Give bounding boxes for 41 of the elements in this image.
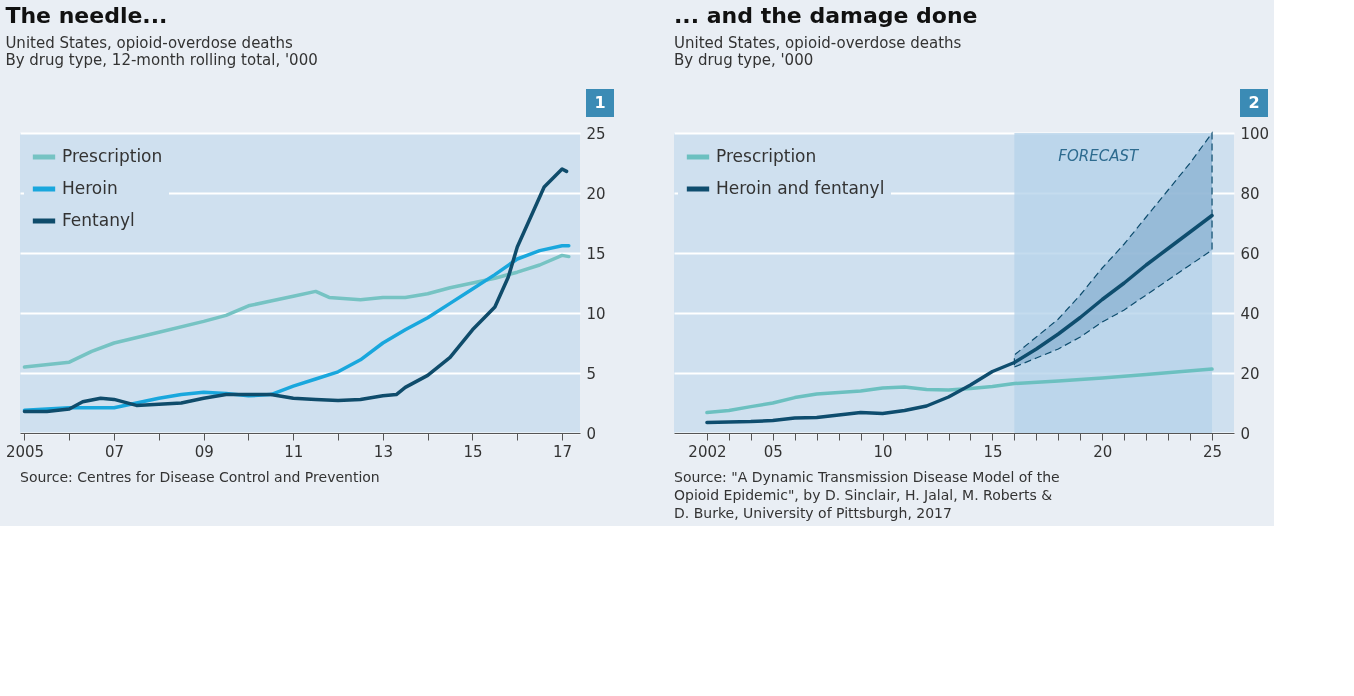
x-tick-label: 15 <box>463 442 483 461</box>
x-tick-label: 07 <box>105 442 125 461</box>
x-tick-label: 09 <box>194 442 214 461</box>
chart-title: ... and the damage done <box>674 3 978 28</box>
chart-title: The needle... <box>5 3 168 28</box>
y-tick-label: 100 <box>1240 124 1270 143</box>
y-tick-label: 40 <box>1240 304 1260 323</box>
x-tick-label: 25 <box>1202 442 1223 461</box>
legend-label: Prescription <box>62 146 163 166</box>
legend-label: Prescription <box>716 146 817 166</box>
x-tick-label: 20 <box>1093 442 1113 461</box>
x-tick-label: 17 <box>553 442 573 461</box>
y-tick-label: 20 <box>586 184 606 203</box>
source-note: Source: "A Dynamic Transmission Disease Model of the Opioid Epidemic", by D. Sinclair, H. Jalal, M. Roberts & D. Burke, University of Pittsburgh, 2017 <box>674 469 1060 521</box>
x-tick-label: 2005 <box>5 442 45 461</box>
line-series <box>22 253 571 369</box>
band-label: FORECAST <box>1058 147 1140 165</box>
y-tick-label: 5 <box>586 364 597 383</box>
y-tick-label: 25 <box>586 124 606 143</box>
y-tick-label: 80 <box>1240 184 1260 203</box>
text: 2 <box>1248 93 1260 112</box>
chart-subtitle: United States, opioid-overdose deaths By drug type, 12-month rolling total, '000 <box>5 34 318 69</box>
line-series <box>22 167 569 414</box>
y-tick-label: 20 <box>1240 364 1260 383</box>
source-note: Source: Centres for Disease Control and Prevention <box>20 469 380 485</box>
x-tick-label: 05 <box>763 442 783 461</box>
x-tick-label: 15 <box>983 442 1003 461</box>
x-tick-label: 10 <box>873 442 893 461</box>
y-tick-label: 60 <box>1240 244 1260 263</box>
chart-subtitle: United States, opioid-overdose deaths By drug type, '000 <box>674 34 962 69</box>
legend-label: Fentanyl <box>62 210 135 230</box>
y-tick-label: 0 <box>1240 424 1251 443</box>
legend-label: Heroin and fentanyl <box>716 178 885 198</box>
x-tick-label: 13 <box>373 442 393 461</box>
legend-label: Heroin <box>62 178 118 198</box>
x-tick-label: 11 <box>284 442 304 461</box>
y-tick-label: 15 <box>586 244 606 263</box>
y-tick-label: 10 <box>586 304 606 323</box>
x-tick-label: 2002 <box>688 442 727 461</box>
y-tick-label: 0 <box>586 424 597 443</box>
text: 1 <box>594 93 606 112</box>
